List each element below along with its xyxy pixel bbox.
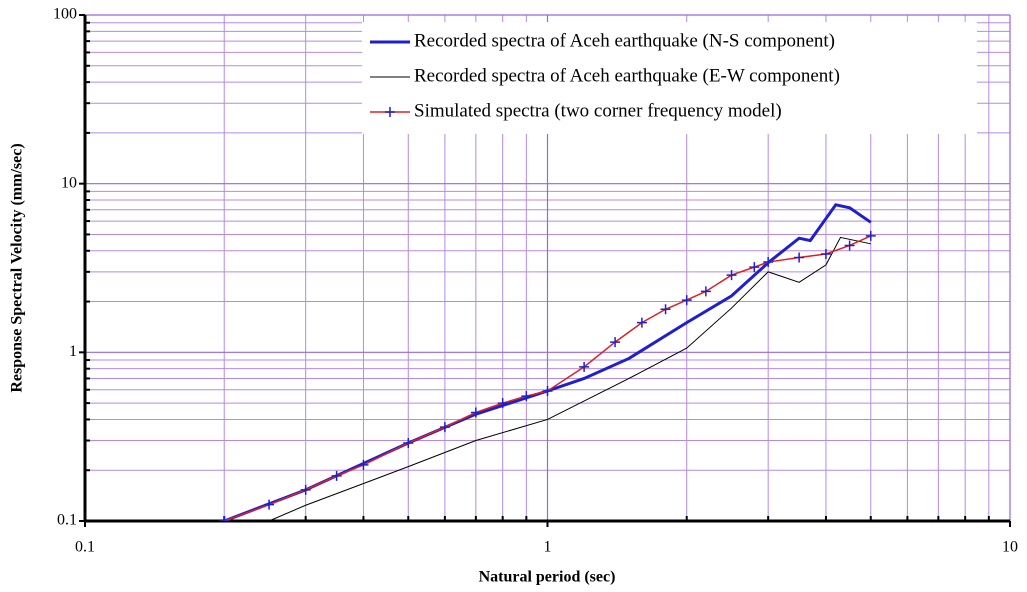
y-tick-label: 100 [53,6,77,23]
marker [700,286,711,297]
marker [610,337,621,348]
plot-area [219,203,876,521]
x-tick-label: 0.1 [75,539,95,556]
marker [579,361,590,372]
marker [497,398,508,409]
legend-label: Simulated spectra (two corner frequency … [414,100,782,121]
series-line [268,236,871,521]
legend-marker [385,107,395,117]
marker [300,484,311,495]
marker [726,270,737,281]
marker [681,295,692,306]
marker [820,248,831,259]
marker [636,317,647,328]
marker [403,438,414,449]
marker [660,304,671,315]
marker [763,257,774,268]
y-tick-label: 10 [61,174,77,191]
marker [470,407,481,418]
x-tick-label: 1 [544,539,552,556]
legend-label: Recorded spectra of Aceh earthquake (N-S… [414,30,835,51]
series-line [223,235,872,521]
y-axis-label: Response Spectral Velocity (mm/sec) [9,143,26,392]
y-tick-label: 1 [69,343,77,360]
marker [264,499,275,510]
x-axis-label: Natural period (sec) [479,569,616,586]
y-tick-label: 0.1 [57,512,77,529]
marker [794,252,805,263]
marker [521,391,532,402]
marker [219,516,230,521]
legend-box [362,22,977,134]
marker [749,262,760,273]
marker [542,385,553,396]
marker [865,230,876,241]
marker [358,459,369,470]
marker [331,470,342,481]
x-tick-label: 10 [1002,539,1018,556]
marker [844,240,855,251]
marker [439,422,450,433]
legend-label: Recorded spectra of Aceh earthquake (E-W… [414,65,840,86]
